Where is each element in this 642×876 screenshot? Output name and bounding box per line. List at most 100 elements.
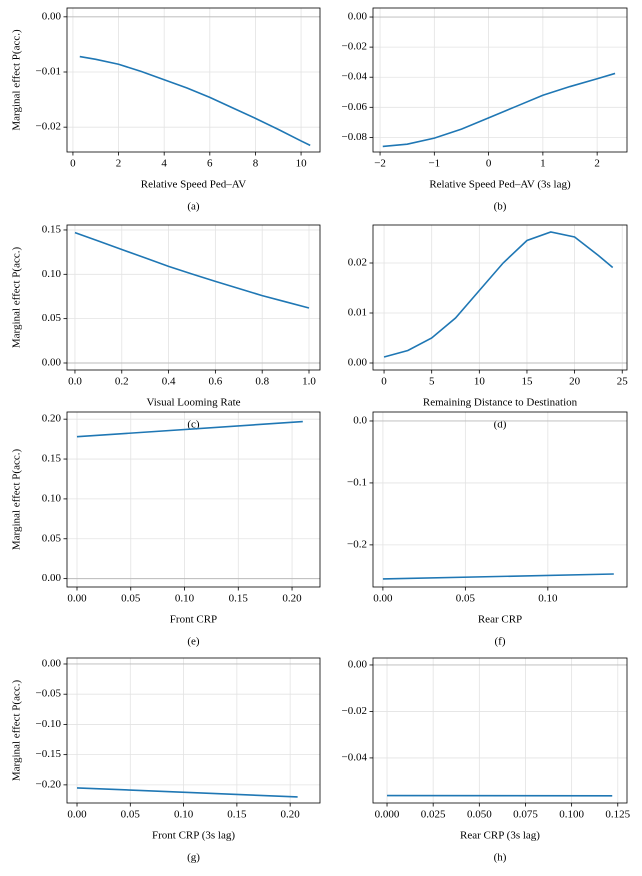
axes-frame [67, 8, 320, 152]
y-tick-label: 0.15 [42, 223, 62, 235]
y-axis-label: Marginal effect P(acc.) [11, 680, 23, 782]
x-tick-label: 15 [521, 376, 533, 388]
x-tick-label: 4 [161, 158, 167, 170]
y-axis-label: Marginal effect P(acc.) [11, 29, 23, 131]
x-tick-label: 0.15 [229, 593, 249, 605]
x-tick-label: 10 [474, 376, 486, 388]
y-tick-label: −0.05 [36, 688, 62, 700]
y-tick-label: −0.01 [36, 66, 61, 78]
x-axis-label: Remaining Distance to Destination [423, 397, 578, 409]
x-tick-label: −1 [428, 158, 440, 170]
x-tick-label: 0.100 [559, 809, 584, 821]
x-tick-label: 0.20 [282, 593, 302, 605]
y-tick-label: −0.2 [347, 538, 367, 550]
x-tick-label: 1.0 [302, 376, 316, 388]
x-axis-label: Front CRP (3s lag) [152, 830, 235, 842]
axes-frame [373, 658, 627, 803]
panel-caption: (e) [187, 636, 200, 648]
x-tick-label: 0.10 [175, 593, 195, 605]
x-tick-label: 5 [429, 376, 435, 388]
x-tick-label: 2 [594, 158, 600, 170]
y-tick-label: −0.02 [342, 705, 367, 717]
y-tick-label: 0.10 [42, 268, 62, 280]
axes-frame [67, 225, 320, 370]
line [77, 788, 298, 797]
x-tick-label: 0.000 [375, 809, 400, 821]
x-tick-label: 0.00 [67, 593, 87, 605]
y-tick-label: 0.20 [42, 413, 62, 425]
x-tick-label: 8 [253, 158, 259, 170]
panel-caption: (a) [187, 201, 200, 213]
y-tick-label: −0.04 [342, 751, 368, 763]
x-tick-label: 0.20 [281, 809, 301, 821]
y-tick-label: −0.04 [342, 71, 368, 83]
line [383, 574, 614, 579]
x-tick-label: 2 [116, 158, 122, 170]
y-tick-label: −0.02 [342, 41, 367, 53]
axes-frame [67, 658, 320, 803]
x-tick-label: 0.075 [513, 809, 538, 821]
x-tick-label: 0.10 [174, 809, 194, 821]
axes-frame [373, 412, 627, 587]
y-tick-label: −0.08 [342, 131, 368, 143]
x-tick-label: 0.125 [605, 809, 630, 821]
panel-caption: (b) [494, 201, 507, 213]
x-tick-label: 0.00 [67, 809, 87, 821]
line [383, 73, 615, 146]
x-tick-label: 0.4 [162, 376, 176, 388]
x-axis-label: Rear CRP (3s lag) [460, 830, 540, 842]
x-tick-label: 0.05 [456, 593, 476, 605]
x-tick-label: 0 [70, 158, 76, 170]
x-tick-label: −2 [374, 158, 386, 170]
x-tick-label: 1 [540, 158, 546, 170]
x-tick-label: 6 [207, 158, 213, 170]
x-axis-label: Relative Speed Ped–AV (3s lag) [429, 179, 571, 191]
y-axis-label: Marginal effect P(acc.) [11, 247, 23, 349]
y-tick-label: 0.02 [348, 257, 367, 269]
y-tick-label: 0.00 [42, 357, 62, 369]
x-tick-label: 0.025 [421, 809, 446, 821]
x-tick-label: 0.0 [68, 376, 82, 388]
x-tick-label: 0.2 [115, 376, 129, 388]
x-tick-label: 0.05 [121, 593, 141, 605]
x-axis-label: Relative Speed Ped–AV [141, 179, 247, 191]
x-axis-label: Front CRP [170, 614, 217, 626]
y-tick-label: 0.00 [42, 10, 62, 22]
x-tick-label: 0.6 [209, 376, 223, 388]
y-tick-label: −0.15 [36, 748, 62, 760]
x-tick-label: 0.00 [373, 593, 393, 605]
y-tick-label: −0.1 [347, 476, 367, 488]
x-tick-label: 0.8 [255, 376, 269, 388]
line [75, 233, 309, 308]
line [80, 57, 310, 146]
x-tick-label: 0.050 [467, 809, 492, 821]
y-tick-label: 0.00 [348, 357, 368, 369]
line [384, 232, 613, 357]
y-tick-label: 0.01 [348, 307, 367, 319]
x-tick-label: 25 [617, 376, 629, 388]
panel-caption: (h) [494, 852, 507, 864]
x-axis-label: Rear CRP [478, 614, 522, 626]
y-tick-label: 0.00 [348, 659, 368, 671]
y-tick-label: 0.10 [42, 492, 62, 504]
y-tick-label: −0.20 [36, 778, 62, 790]
y-tick-label: 0.00 [42, 572, 62, 584]
x-tick-label: 0 [381, 376, 387, 388]
y-tick-label: 0.15 [42, 453, 62, 465]
x-tick-label: 0.05 [121, 809, 141, 821]
x-tick-label: 0.10 [538, 593, 558, 605]
y-tick-label: 0.05 [42, 532, 62, 544]
x-tick-label: 0 [486, 158, 492, 170]
y-tick-label: 0.0 [353, 415, 367, 427]
panel-caption: (d) [494, 419, 507, 431]
y-tick-label: 0.00 [348, 11, 368, 23]
y-axis-label: Marginal effect P(acc.) [11, 449, 23, 551]
y-tick-label: −0.10 [36, 718, 62, 730]
x-tick-label: 10 [296, 158, 308, 170]
y-tick-label: 0.05 [42, 312, 62, 324]
y-tick-label: −0.06 [342, 101, 368, 113]
x-axis-label: Visual Looming Rate [146, 397, 240, 409]
x-tick-label: 20 [569, 376, 581, 388]
axes-frame [373, 8, 627, 152]
